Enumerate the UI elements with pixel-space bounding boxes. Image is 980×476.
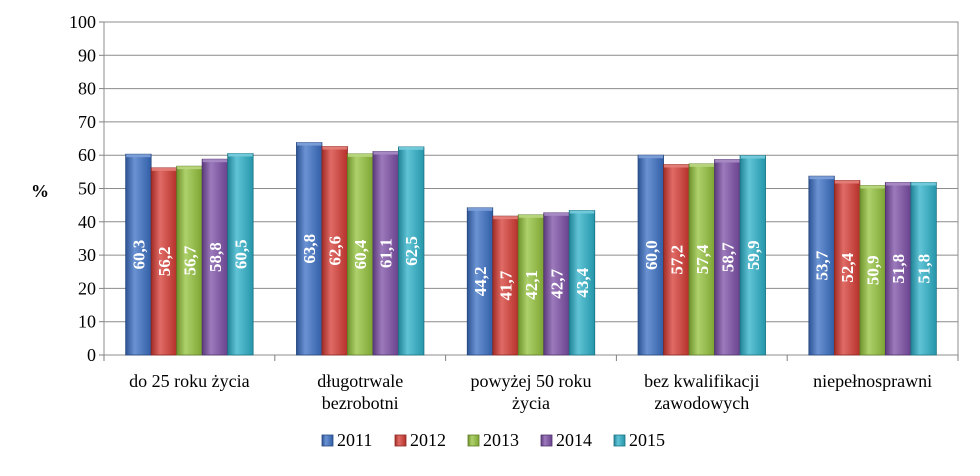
bar-2014-4 xyxy=(714,159,741,356)
bar-cap xyxy=(493,216,518,220)
bar-cap xyxy=(228,153,253,157)
y-tick-label: 70 xyxy=(78,112,96,132)
legend: 2011 2012 2013 2014 2015 xyxy=(321,430,665,450)
bar-2015-5 xyxy=(910,182,937,356)
bar-cap xyxy=(638,155,664,159)
bar-cap xyxy=(126,154,151,158)
bar-2014-3 xyxy=(543,212,570,356)
y-tick-label: 30 xyxy=(78,245,96,265)
bar-cap xyxy=(740,155,766,159)
y-tick-label: 100 xyxy=(69,12,96,32)
bar-cap xyxy=(373,151,398,155)
data-label: 60,4 xyxy=(351,239,370,269)
x-tick-label: zawodowych xyxy=(654,393,749,413)
legend-swatch-2011 xyxy=(321,434,334,447)
data-label: 58,8 xyxy=(206,242,225,272)
bar-2012-4 xyxy=(663,164,690,356)
y-tick-label: 90 xyxy=(78,45,96,65)
data-label: 41,7 xyxy=(497,270,516,300)
legend-swatch-2015 xyxy=(613,434,626,447)
bar-cap xyxy=(347,153,373,157)
bar-cap xyxy=(177,166,202,170)
bar-cap xyxy=(202,159,228,163)
bar-cap xyxy=(151,167,177,171)
data-label: 51,8 xyxy=(915,254,934,284)
y-tick-label: 10 xyxy=(78,312,96,332)
bar-cap xyxy=(296,142,322,146)
data-label: 57,4 xyxy=(693,244,712,274)
legend-label-2015: 2015 xyxy=(629,430,665,450)
y-tick-label: 80 xyxy=(78,79,96,99)
bar-2012-5 xyxy=(833,180,861,356)
data-label: 52,4 xyxy=(838,252,857,282)
bar-cap xyxy=(544,212,569,216)
data-label: 51,8 xyxy=(889,254,908,284)
legend-swatch-2014 xyxy=(540,434,553,447)
data-label: 42,1 xyxy=(522,270,541,300)
data-label: 60,0 xyxy=(642,240,661,270)
x-tick-label: powyżej 50 roku xyxy=(471,371,592,391)
data-label: 63,8 xyxy=(300,234,319,264)
bar-cap xyxy=(809,176,834,180)
data-label: 57,2 xyxy=(667,245,686,275)
bar-cap xyxy=(398,146,424,150)
bar-cap xyxy=(885,182,911,186)
bar-cap xyxy=(860,185,885,189)
bar-cap xyxy=(322,146,347,150)
legend-swatch-2013 xyxy=(467,434,480,447)
bar-2015-3 xyxy=(568,210,596,356)
data-label: 42,7 xyxy=(548,269,567,299)
bar-2013-5 xyxy=(859,185,886,356)
legend-swatch-2012 xyxy=(394,434,407,447)
x-tick-label: niepełnosprawni xyxy=(813,371,932,391)
bar-cap xyxy=(467,207,493,211)
data-label: 44,2 xyxy=(471,267,490,297)
bar-2011-2 xyxy=(296,142,323,356)
data-label: 60,5 xyxy=(231,239,250,269)
bar-2013-3 xyxy=(517,214,545,356)
bar-cap xyxy=(689,163,715,167)
bar-cap xyxy=(911,182,936,186)
y-tick-label: 0 xyxy=(87,345,96,365)
bar-cap xyxy=(715,159,740,163)
y-tick-label: 60 xyxy=(78,145,96,165)
data-label: 56,7 xyxy=(180,245,199,275)
x-tick-label: do 25 roku życia xyxy=(129,371,249,391)
data-label: 62,5 xyxy=(402,236,421,266)
data-label: 43,4 xyxy=(573,267,592,297)
x-tick-label: bezrobotni xyxy=(322,393,399,413)
x-tick-label: długotrwale xyxy=(317,371,403,391)
bars xyxy=(125,142,937,356)
x-tick-label: bez kwalifikacji xyxy=(644,371,759,391)
legend-label-2013: 2013 xyxy=(483,430,519,450)
legend-label-2012: 2012 xyxy=(410,430,446,450)
data-label: 53,7 xyxy=(813,250,832,280)
y-tick-label: 40 xyxy=(78,212,96,232)
x-tick-label: życia xyxy=(512,393,550,413)
bar-2011-5 xyxy=(808,175,835,356)
bar-cap xyxy=(834,180,860,184)
legend-label-2011: 2011 xyxy=(337,430,372,450)
y-tick-label: 50 xyxy=(78,179,96,199)
bar-2011-4 xyxy=(637,154,664,356)
data-label: 62,6 xyxy=(326,236,345,266)
bar-2011-1 xyxy=(125,153,152,356)
bar-cap xyxy=(664,164,689,168)
bar-2012-3 xyxy=(492,215,519,356)
y-axis-label: % xyxy=(31,181,49,201)
legend-label-2014: 2014 xyxy=(556,430,592,450)
data-label: 59,9 xyxy=(744,240,763,270)
data-label: 61,1 xyxy=(377,238,396,268)
data-label: 56,2 xyxy=(155,247,174,277)
data-labels: 60,3 63,8 44,2 60,0 53,7 56,2 62,6 41,7 57,2 52,4… xyxy=(129,234,933,301)
bar-cap xyxy=(518,214,544,218)
bar-cap xyxy=(569,210,595,214)
bar-2011-3 xyxy=(466,207,494,356)
data-label: 50,9 xyxy=(864,255,883,285)
y-tick-label: 20 xyxy=(78,278,96,298)
data-label: 60,3 xyxy=(129,240,148,270)
data-label: 58,7 xyxy=(718,242,737,272)
